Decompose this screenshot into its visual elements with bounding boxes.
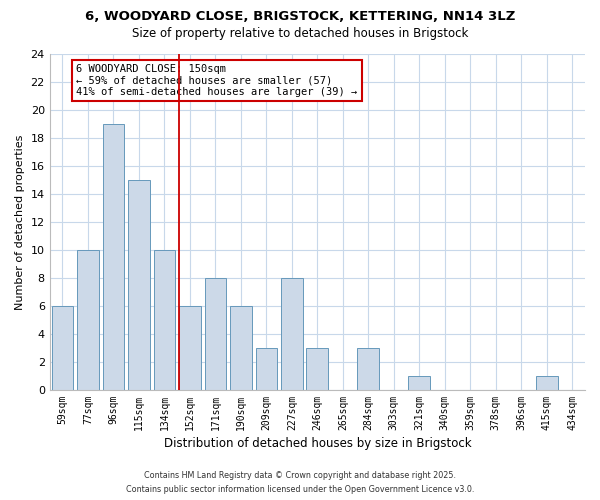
Text: Contains HM Land Registry data © Crown copyright and database right 2025.
Contai: Contains HM Land Registry data © Crown c… xyxy=(126,472,474,494)
Bar xyxy=(179,306,201,390)
Text: 6 WOODYARD CLOSE: 150sqm
← 59% of detached houses are smaller (57)
41% of semi-d: 6 WOODYARD CLOSE: 150sqm ← 59% of detach… xyxy=(76,64,358,98)
Text: 6, WOODYARD CLOSE, BRIGSTOCK, KETTERING, NN14 3LZ: 6, WOODYARD CLOSE, BRIGSTOCK, KETTERING,… xyxy=(85,10,515,23)
Bar xyxy=(256,348,277,390)
Bar xyxy=(77,250,99,390)
Bar xyxy=(128,180,150,390)
Bar xyxy=(52,306,73,390)
Bar xyxy=(205,278,226,390)
Bar xyxy=(536,376,557,390)
Bar xyxy=(230,306,251,390)
Text: Size of property relative to detached houses in Brigstock: Size of property relative to detached ho… xyxy=(132,28,468,40)
X-axis label: Distribution of detached houses by size in Brigstock: Distribution of detached houses by size … xyxy=(164,437,471,450)
Bar xyxy=(409,376,430,390)
Bar xyxy=(307,348,328,390)
Bar xyxy=(358,348,379,390)
Y-axis label: Number of detached properties: Number of detached properties xyxy=(15,134,25,310)
Bar xyxy=(281,278,302,390)
Bar xyxy=(103,124,124,390)
Bar xyxy=(154,250,175,390)
